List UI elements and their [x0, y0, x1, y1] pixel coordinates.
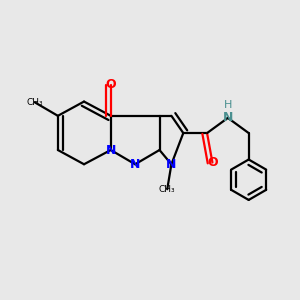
Text: N: N: [223, 111, 233, 124]
Text: CH₃: CH₃: [27, 98, 43, 107]
Text: H: H: [224, 100, 232, 110]
Text: N: N: [130, 158, 140, 171]
Text: O: O: [207, 156, 218, 169]
Text: O: O: [106, 78, 116, 91]
Text: N: N: [106, 143, 116, 157]
Text: N: N: [166, 158, 177, 171]
Text: CH₃: CH₃: [159, 185, 175, 194]
